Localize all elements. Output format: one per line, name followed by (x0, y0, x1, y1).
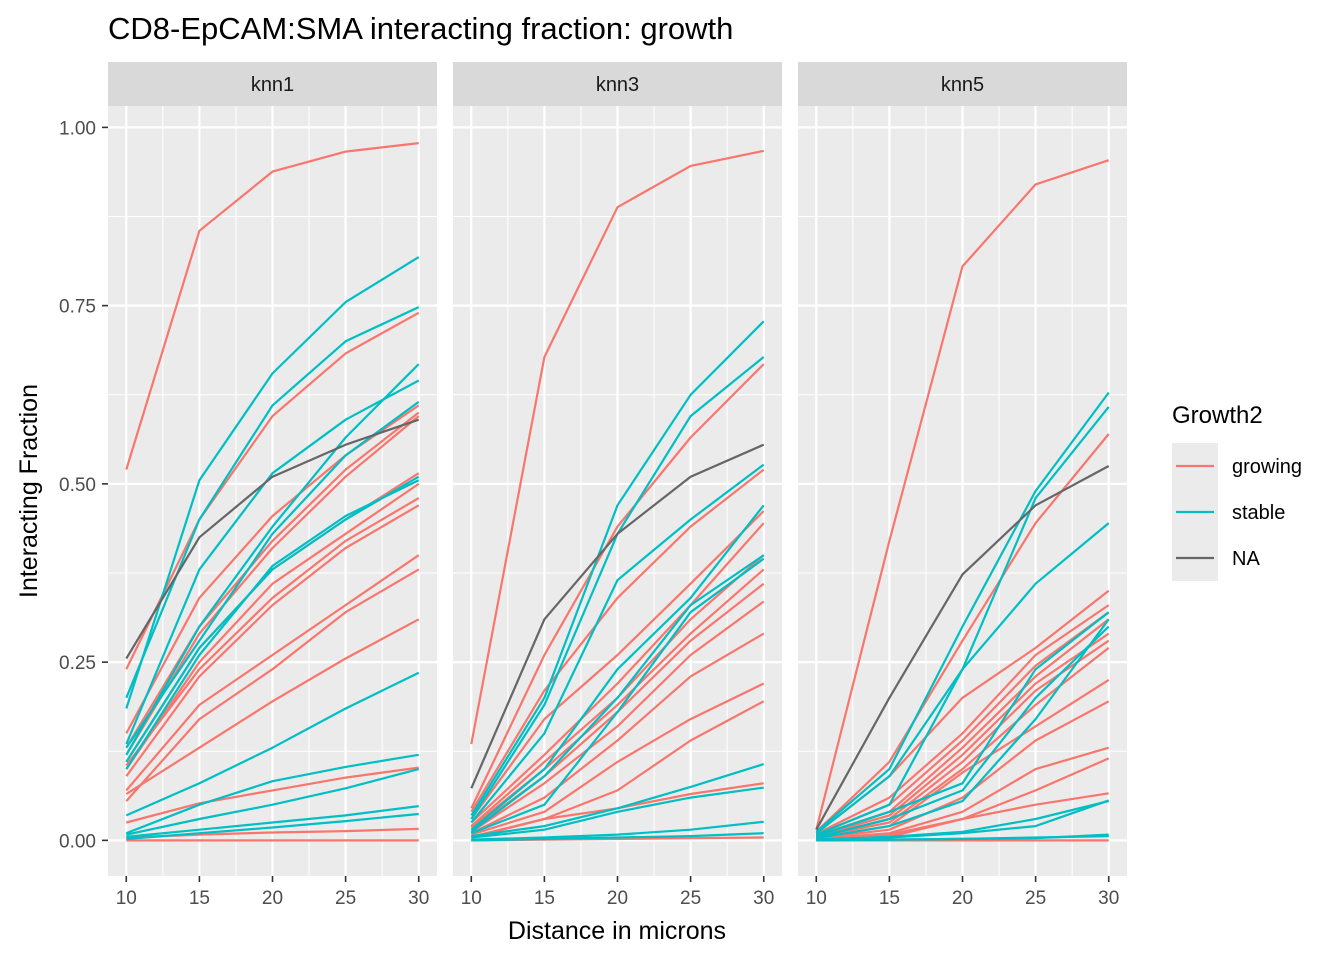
series-line-stable (470, 554, 765, 833)
facet-panels: knn1 10 15 20 25 30 0.00 0.25 0.50 0.75 1.00 knn3 10… (59, 62, 1127, 909)
series-line-growing (470, 632, 765, 835)
x-tick-label: 30 (1098, 888, 1119, 909)
series-line-growing (470, 522, 765, 824)
series-line-stable (816, 799, 1110, 841)
x-tick-label: 20 (607, 888, 628, 909)
facet-strip-label: knn5 (941, 74, 984, 96)
series-line-stable (125, 671, 420, 817)
y-tick-label: 1.00 (59, 118, 96, 139)
series-line-stable (471, 763, 765, 838)
x-tick-label: 30 (753, 888, 774, 909)
series-line-stable (816, 618, 1110, 840)
series-line-NA (470, 443, 765, 789)
series-line-growing (815, 159, 1110, 830)
x-tick-label: 10 (116, 888, 137, 909)
legend-label-growing: growing (1232, 456, 1302, 478)
series-line-stable (125, 379, 420, 745)
series-line-stable (126, 805, 419, 838)
series-line-growing (125, 142, 419, 470)
series-line-stable (125, 753, 419, 835)
series-line-growing (470, 468, 765, 813)
facet-panel-knn3: knn3 10 15 20 25 30 (453, 62, 782, 909)
facet-strip (108, 62, 437, 106)
series-line-growing (125, 482, 420, 770)
x-tick-label: 25 (1025, 888, 1046, 909)
series-line-stable (125, 401, 420, 749)
x-tick-label: 10 (806, 888, 827, 909)
series-line-growing (126, 766, 419, 824)
facet-strip-label: knn1 (251, 74, 294, 96)
series-line-stable (126, 812, 419, 840)
chart-title: CD8-EpCAM:SMA interacting fraction: grow… (108, 11, 733, 46)
series-line-stable (471, 786, 764, 839)
series-line-stable (470, 320, 765, 816)
series-line-growing (470, 363, 765, 809)
y-tick-label: 0.75 (59, 297, 96, 318)
x-tick-label: 15 (534, 888, 555, 909)
series-line-stable (470, 557, 765, 835)
facet-strip (453, 62, 782, 106)
series-line-stable (471, 832, 764, 842)
series-line-stable (816, 833, 1109, 842)
legend: Growth2 growing stable NA (1172, 402, 1302, 581)
series-line-stable (471, 820, 764, 841)
series-line-growing (125, 497, 420, 767)
series-line-stable (125, 475, 420, 763)
series-line-stable (815, 522, 1110, 836)
series-line-stable (470, 504, 765, 831)
series-line-stable (125, 256, 420, 709)
series-line-growing (470, 510, 765, 820)
series-line-stable (470, 463, 765, 824)
series-line-growing (125, 554, 420, 792)
x-tick-label: 20 (262, 888, 283, 909)
legend-label-NA: NA (1232, 548, 1260, 570)
series-line-NA (815, 465, 1110, 831)
x-tick-label: 30 (408, 888, 429, 909)
series-line-growing (125, 411, 420, 749)
x-axis-title: Distance in microns (508, 917, 726, 945)
series-line-growing (125, 415, 420, 756)
series-line-stable (125, 363, 420, 756)
facet-panel-knn1: knn1 10 15 20 25 30 0.00 0.25 0.50 0.75 1.00 (59, 62, 437, 909)
facet-panel-knn5: knn5 10 15 20 25 30 (798, 62, 1127, 909)
series-line-growing (816, 632, 1110, 838)
series-line-growing (470, 149, 764, 745)
y-tick-label: 0.00 (59, 831, 96, 852)
x-tick-label: 25 (680, 888, 701, 909)
series-line-growing (125, 311, 420, 670)
series-line-growing (470, 600, 765, 833)
x-tick-label: 15 (189, 888, 210, 909)
series-line-stable (816, 625, 1110, 839)
x-tick-label: 25 (335, 888, 356, 909)
series-line-growing (815, 604, 1110, 835)
series-line-growing (125, 568, 420, 802)
series-line-NA (125, 418, 420, 660)
facet-strip (798, 62, 1127, 106)
series-line-growing (816, 700, 1110, 840)
legend-title: Growth2 (1172, 402, 1263, 429)
x-tick-label: 20 (952, 888, 973, 909)
series-line-stable (815, 611, 1110, 838)
x-tick-label: 10 (461, 888, 482, 909)
y-axis-title: Interacting Fraction (15, 384, 43, 598)
series-line-growing (125, 618, 420, 795)
series-line-growing (125, 504, 420, 777)
y-tick-label: 0.25 (59, 653, 96, 674)
legend-label-stable: stable (1232, 502, 1285, 524)
y-tick-label: 0.50 (59, 475, 96, 496)
series-line-growing (470, 682, 765, 836)
x-tick-label: 15 (879, 888, 900, 909)
facet-strip-label: knn3 (596, 74, 639, 96)
series-line-stable (815, 391, 1110, 833)
series-line-stable (126, 768, 419, 836)
